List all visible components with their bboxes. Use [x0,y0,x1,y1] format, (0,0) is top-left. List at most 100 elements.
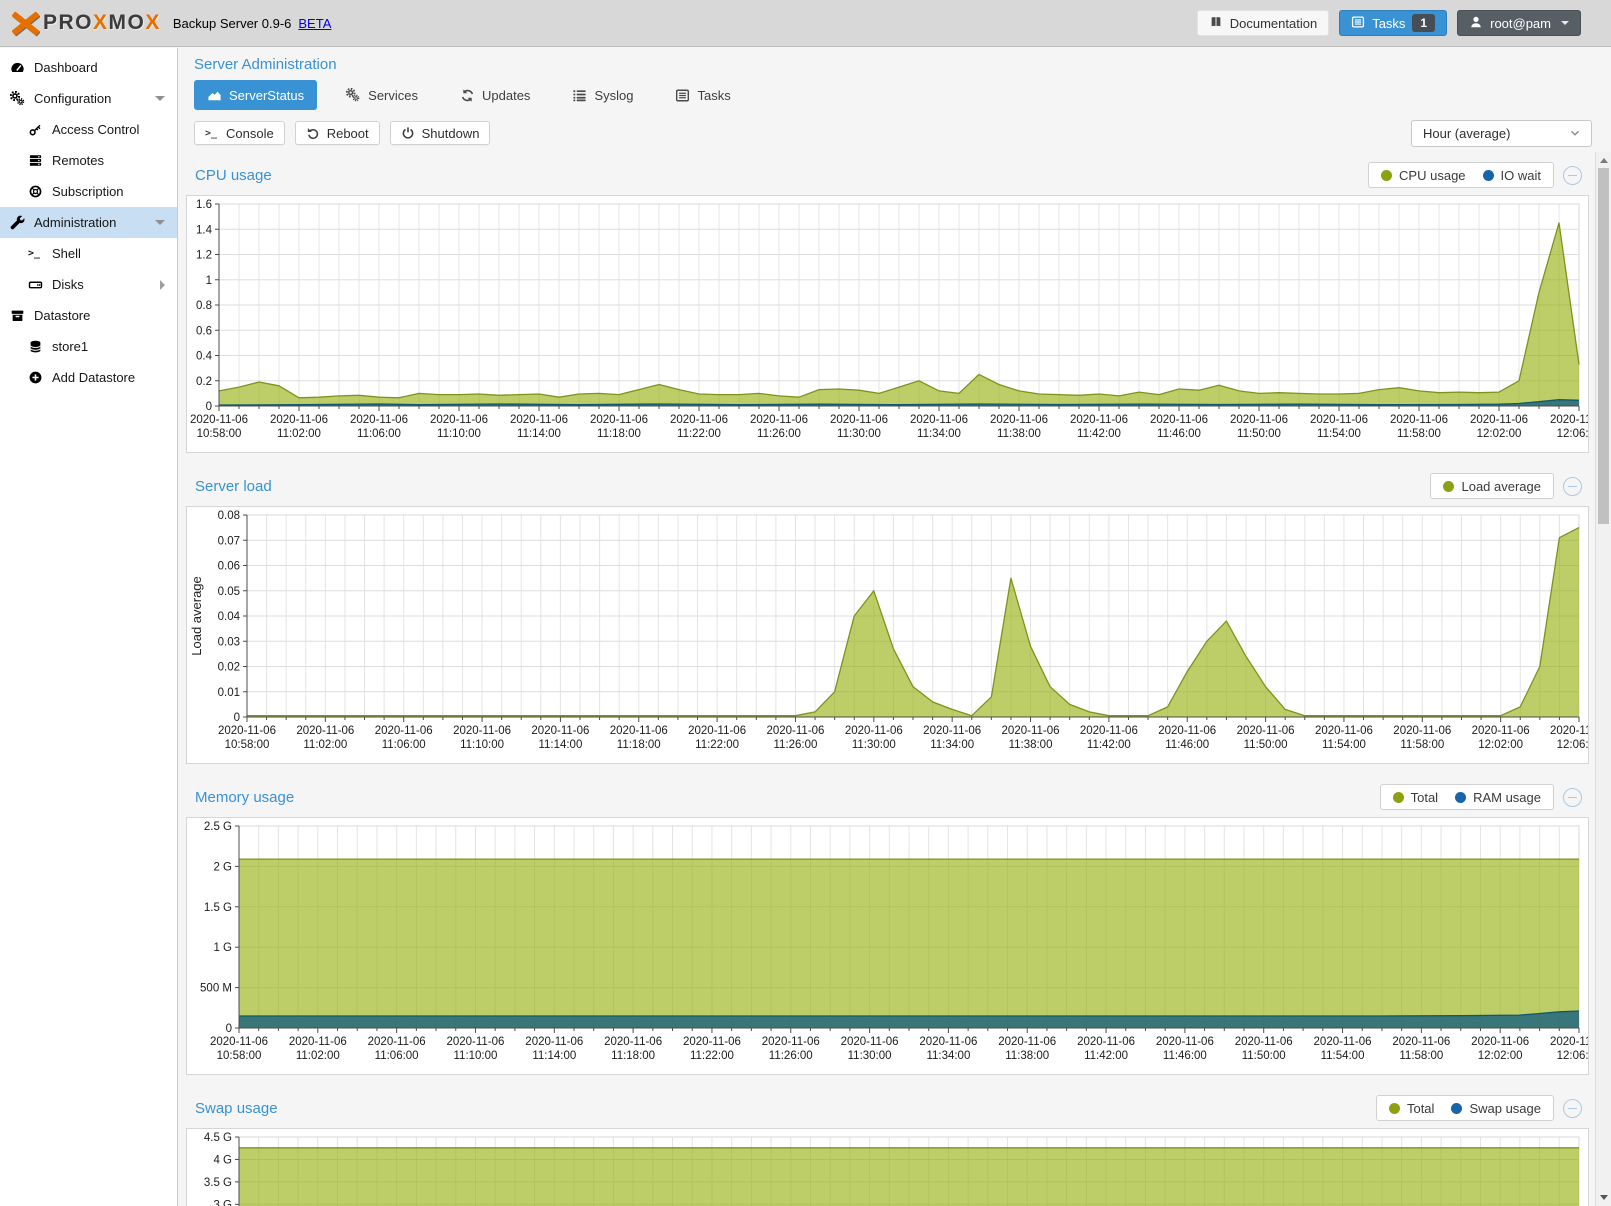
tachometer-icon [10,60,27,76]
svg-text:2020-11-06: 2020-11-06 [375,725,433,737]
svg-text:2020-11-06: 2020-11-06 [1235,1036,1293,1048]
collapse-panel-button[interactable] [1563,476,1582,496]
sidebar-item-dashboard[interactable]: Dashboard [0,52,177,83]
caret-right-icon [160,279,165,290]
legend-item: Total [1388,1101,1434,1116]
panel-title: CPU usage [195,166,272,184]
tab-serverstatus[interactable]: ServerStatus [194,80,318,110]
gears-icon [346,87,361,103]
svg-text:11:22:00: 11:22:00 [677,428,721,440]
svg-text:2020-11-06: 2020-11-06 [525,1036,583,1048]
server-load-chart: 0 0.01 0.02 0.03 0.04 0.05 0.06 0.07 0.08 2020-11… [186,506,1589,764]
svg-text:11:54:00: 11:54:00 [1317,428,1361,440]
proxmox-x-icon [12,11,39,35]
vertical-scrollbar[interactable] [1595,152,1611,1206]
sidebar-item-access-control[interactable]: Access Control [0,114,177,145]
svg-text:0.4: 0.4 [196,351,213,363]
svg-text:2020-11-06: 2020-11-06 [1070,414,1128,426]
tab-tasks[interactable]: Tasks [662,80,743,110]
cpu-usage-chart: 0 0.2 0.4 0.6 0.8 1 1.2 1.4 1.6 2020-11-06 10:58:0… [186,195,1589,453]
svg-text:0.05: 0.05 [218,586,240,598]
sidebar-item-add-datastore[interactable]: Add Datastore [0,362,177,393]
topbar-actions: Documentation Tasks 1 root@pam [1196,10,1581,36]
sidebar-item-administration[interactable]: Administration [0,207,177,238]
svg-text:0.02: 0.02 [218,662,240,674]
hdd-icon [28,277,45,293]
svg-text:2020-11-06: 2020-11-06 [604,1036,662,1048]
documentation-button[interactable]: Documentation [1196,10,1330,36]
wrench-icon [10,215,27,231]
area-chart-icon [207,88,222,103]
beta-link[interactable]: BETA [298,15,332,31]
svg-text:11:02:00: 11:02:00 [296,1050,340,1062]
user-menu-button[interactable]: root@pam [1457,10,1581,36]
svg-text:11:38:00: 11:38:00 [1009,739,1053,751]
svg-text:11:38:00: 11:38:00 [997,428,1041,440]
svg-text:0.8: 0.8 [196,300,212,312]
timeframe-select[interactable]: Hour (average) [1411,119,1592,147]
page-title: Server Administration [194,56,337,73]
svg-text:11:26:00: 11:26:00 [757,428,801,440]
brand-wordmark: PROXMOX [43,11,161,34]
svg-text:2020-11-06: 2020-11-06 [1471,1036,1529,1048]
svg-text:2020-11-06: 2020-11-06 [210,1036,268,1048]
svg-text:11:06:00: 11:06:00 [382,739,426,751]
legend-item: IO wait [1482,168,1541,183]
refresh-icon [460,88,475,103]
sidebar-item-store1[interactable]: store1 [0,331,177,362]
reboot-button[interactable]: Reboot [294,121,380,145]
tab-updates[interactable]: Updates [447,80,543,110]
legend-item: Total [1392,790,1438,805]
scrollbar-thumb[interactable] [1598,168,1609,524]
svg-text:2020-11-06: 2020-11-06 [670,414,728,426]
sidebar-item-shell[interactable]: >_ Shell [28,246,81,261]
svg-text:2 G: 2 G [213,861,232,873]
legend-dot [1392,791,1404,803]
chevron-down-icon [1571,130,1579,136]
sidebar-item-disks[interactable]: Disks [0,269,177,300]
svg-text:2020-11-06: 2020-11-06 [1390,414,1448,426]
sidebar-item-remotes[interactable]: Remotes [0,145,177,176]
collapse-panel-button[interactable] [1563,787,1582,807]
svg-text:11:42:00: 11:42:00 [1087,739,1131,751]
scroll-down-arrow-icon[interactable] [1600,1195,1608,1200]
svg-text:11:18:00: 11:18:00 [611,1050,655,1062]
svg-text:12:02:00: 12:02:00 [1478,739,1523,751]
svg-text:11:22:00: 11:22:00 [695,739,739,751]
svg-text:2020-11-06: 2020-11-06 [1080,725,1138,737]
svg-text:4 G: 4 G [213,1154,232,1166]
undo-icon [306,126,320,140]
legend-dot [1381,169,1393,181]
svg-text:2020-11-06: 2020-11-06 [923,725,981,737]
svg-text:11:58:00: 11:58:00 [1400,739,1444,751]
database-icon [28,339,45,355]
tab-syslog[interactable]: Syslog [559,80,646,110]
tab-services[interactable]: Services [333,80,431,110]
svg-text:11:10:00: 11:10:00 [454,1050,498,1062]
legend-label: Load average [1461,478,1541,494]
svg-text:0.08: 0.08 [218,510,240,522]
collapse-panel-button[interactable] [1563,1098,1582,1118]
legend-item: Swap usage [1451,1101,1541,1116]
terminal-icon: >_ [205,127,218,139]
scroll-up-arrow-icon[interactable] [1600,158,1608,163]
svg-text:2.5 G: 2.5 G [204,821,232,833]
sidebar-item-datastore[interactable]: Datastore [0,300,177,331]
tasks-button[interactable]: Tasks 1 [1339,10,1448,36]
key-icon [28,122,45,138]
legend-label: RAM usage [1473,789,1541,805]
sidebar-item-subscription[interactable]: Subscription [0,176,177,207]
list-icon [572,88,587,103]
svg-text:11:14:00: 11:14:00 [532,1050,576,1062]
shutdown-button[interactable]: Shutdown [389,121,491,145]
svg-text:2020-11-06: 2020-11-06 [998,1036,1056,1048]
tasks-count-badge: 1 [1412,14,1436,32]
svg-text:2020-11-06: 2020-11-06 [289,1036,347,1048]
collapse-panel-button[interactable] [1563,165,1582,185]
product-version-label: Backup Server 0.9-6 [172,15,292,31]
sidebar-item-configuration[interactable]: Configuration [0,83,177,114]
svg-text:0.2: 0.2 [196,376,212,388]
svg-text:2020-11-06: 2020-11-06 [1156,1036,1214,1048]
terminal-icon: >_ [28,248,41,259]
console-button[interactable]: >_ Console [194,121,285,145]
